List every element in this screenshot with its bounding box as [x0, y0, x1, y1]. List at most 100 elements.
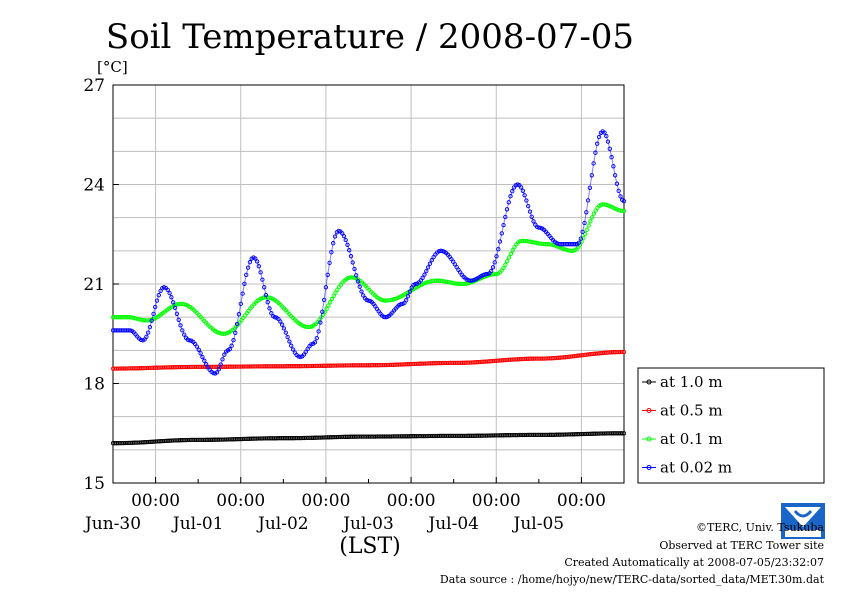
- created-text: Created Automatically at 2008-07-05/23:3…: [564, 556, 824, 569]
- series-point: [172, 305, 178, 311]
- series-point: [325, 272, 330, 277]
- series-point: [584, 210, 589, 215]
- series-point: [359, 289, 364, 294]
- x-axis-label: (LST): [339, 534, 401, 559]
- series-point: [182, 332, 187, 337]
- series-point: [582, 220, 587, 226]
- series-point: [169, 295, 174, 300]
- series-point: [563, 247, 568, 252]
- series-point: [229, 343, 234, 348]
- series-point: [253, 256, 258, 261]
- series-point: [287, 339, 292, 344]
- series-point: [573, 242, 578, 247]
- series-point: [151, 311, 156, 317]
- series-point: [524, 198, 529, 203]
- y-tick-label: 27: [83, 76, 105, 96]
- series-point: [240, 291, 245, 296]
- series-point: [254, 259, 260, 264]
- series-point: [508, 194, 513, 199]
- series-point: [227, 347, 232, 352]
- series-point: [505, 259, 510, 264]
- series-layer: [110, 129, 627, 446]
- series-point: [506, 200, 511, 205]
- y-axis-unit: [°C]: [97, 58, 128, 76]
- copyright-text: ©TERC, Univ. Tsukuba: [695, 521, 824, 534]
- series-point: [587, 185, 593, 190]
- series-point: [263, 292, 269, 298]
- series-point: [621, 198, 627, 204]
- series-point: [352, 266, 357, 272]
- series-point: [497, 239, 503, 244]
- series-point: [607, 146, 612, 151]
- chart-title: Soil Temperature / 2008-07-05: [106, 17, 634, 57]
- y-tick-label: 18: [83, 375, 105, 395]
- series-point: [570, 248, 576, 253]
- series-point: [593, 150, 598, 155]
- series-point: [536, 225, 541, 230]
- series-point: [496, 247, 501, 252]
- series-point: [203, 362, 209, 367]
- series-point: [222, 352, 227, 357]
- series-point: [144, 334, 149, 339]
- series-point: [612, 173, 618, 178]
- series-point: [322, 309, 328, 314]
- series-point: [621, 431, 627, 436]
- series-point: [585, 198, 591, 203]
- series-point: [331, 293, 336, 298]
- series-point: [171, 300, 176, 305]
- series-point: [314, 335, 319, 341]
- legend-swatch-marker: [646, 465, 652, 470]
- series-point: [343, 237, 348, 243]
- series-point: [320, 309, 325, 314]
- series-point: [329, 250, 334, 255]
- series-point: [621, 208, 627, 214]
- x-tick-time-label: 00:00: [301, 491, 350, 511]
- series-point: [620, 349, 625, 355]
- series-point: [156, 292, 161, 298]
- series-point: [503, 262, 508, 267]
- series-point: [550, 242, 555, 248]
- series-point: [231, 338, 236, 343]
- series-point: [494, 254, 499, 259]
- series-point: [581, 235, 586, 241]
- series-point: [329, 296, 335, 302]
- series-point: [503, 214, 508, 220]
- series-point: [333, 290, 338, 295]
- series-point: [267, 306, 272, 311]
- x-tick-time-label: 00:00: [557, 491, 606, 511]
- series-point: [350, 260, 355, 265]
- series-point: [312, 340, 318, 345]
- series-point: [245, 265, 251, 270]
- series-point: [198, 351, 203, 356]
- series-point: [605, 139, 611, 144]
- series-point: [165, 287, 170, 293]
- series-point: [591, 161, 596, 166]
- series-point: [260, 277, 265, 282]
- series-point: [504, 207, 510, 212]
- series-point: [510, 248, 515, 253]
- axes: 15 18 21 24 27 00:00 Jun-30 00:00 Jul-01 00:00 Jul…: [83, 76, 625, 534]
- series-point: [238, 301, 243, 307]
- x-tick-time-label: 00:00: [387, 491, 436, 511]
- y-tick-label: 15: [83, 474, 105, 494]
- series-point: [584, 227, 590, 232]
- series-line: [113, 203, 625, 335]
- legend-swatch-marker: [646, 379, 652, 385]
- series-point: [422, 272, 427, 277]
- series-point: [272, 315, 277, 320]
- series-point: [247, 259, 253, 265]
- series-point: [357, 284, 362, 289]
- x-tick-time-label: 00:00: [472, 491, 521, 511]
- series-point: [244, 272, 249, 278]
- legend-box: [637, 367, 825, 484]
- series-point: [216, 367, 222, 372]
- series-point: [589, 173, 594, 178]
- series-point: [332, 234, 338, 239]
- legend: at 1.0 m at 0.5 m at 0.1 m at 0.02 m: [637, 367, 825, 484]
- series-point: [501, 265, 506, 270]
- series-point: [147, 324, 153, 330]
- series-point: [234, 321, 240, 327]
- series-point: [223, 331, 228, 336]
- series-point: [529, 214, 534, 219]
